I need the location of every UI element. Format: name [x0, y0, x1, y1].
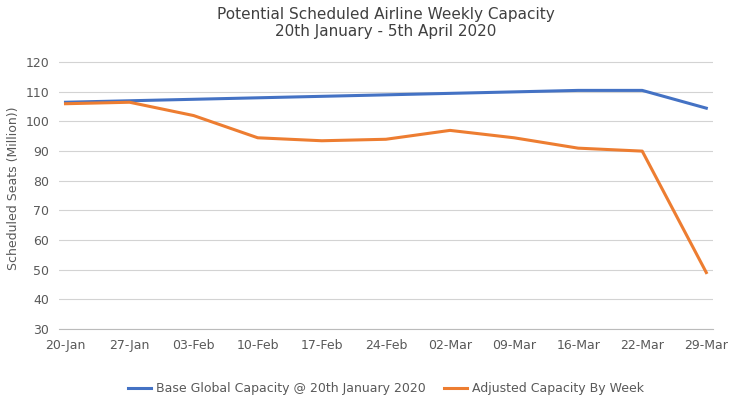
Line: Base Global Capacity @ 20th January 2020: Base Global Capacity @ 20th January 2020	[66, 90, 707, 108]
Adjusted Capacity By Week	[317, 138, 326, 143]
Adjusted Capacity By Week	[445, 128, 454, 133]
Line: Adjusted Capacity By Week: Adjusted Capacity By Week	[66, 102, 707, 273]
Base Global Capacity @ 20th January 2020	[702, 106, 711, 111]
Base Global Capacity @ 20th January 2020	[638, 88, 647, 93]
Base Global Capacity @ 20th January 2020	[381, 93, 390, 97]
Title: Potential Scheduled Airline Weekly Capacity
20th January - 5th April 2020: Potential Scheduled Airline Weekly Capac…	[217, 7, 555, 39]
Adjusted Capacity By Week	[253, 136, 262, 140]
Adjusted Capacity By Week	[381, 137, 390, 142]
Base Global Capacity @ 20th January 2020	[317, 94, 326, 99]
Base Global Capacity @ 20th January 2020	[125, 98, 134, 103]
Adjusted Capacity By Week	[638, 149, 647, 154]
Base Global Capacity @ 20th January 2020	[253, 95, 262, 100]
Base Global Capacity @ 20th January 2020	[61, 100, 70, 105]
Adjusted Capacity By Week	[574, 146, 583, 150]
Legend: Base Global Capacity @ 20th January 2020, Adjusted Capacity By Week: Base Global Capacity @ 20th January 2020…	[123, 377, 648, 400]
Adjusted Capacity By Week	[189, 113, 198, 118]
Y-axis label: Scheduled Seats (Million)): Scheduled Seats (Million))	[7, 106, 20, 270]
Base Global Capacity @ 20th January 2020	[509, 89, 518, 94]
Adjusted Capacity By Week	[702, 270, 711, 275]
Adjusted Capacity By Week	[61, 101, 70, 106]
Base Global Capacity @ 20th January 2020	[445, 91, 454, 96]
Adjusted Capacity By Week	[509, 136, 518, 140]
Base Global Capacity @ 20th January 2020	[189, 97, 198, 102]
Adjusted Capacity By Week	[125, 100, 134, 105]
Base Global Capacity @ 20th January 2020	[574, 88, 583, 93]
